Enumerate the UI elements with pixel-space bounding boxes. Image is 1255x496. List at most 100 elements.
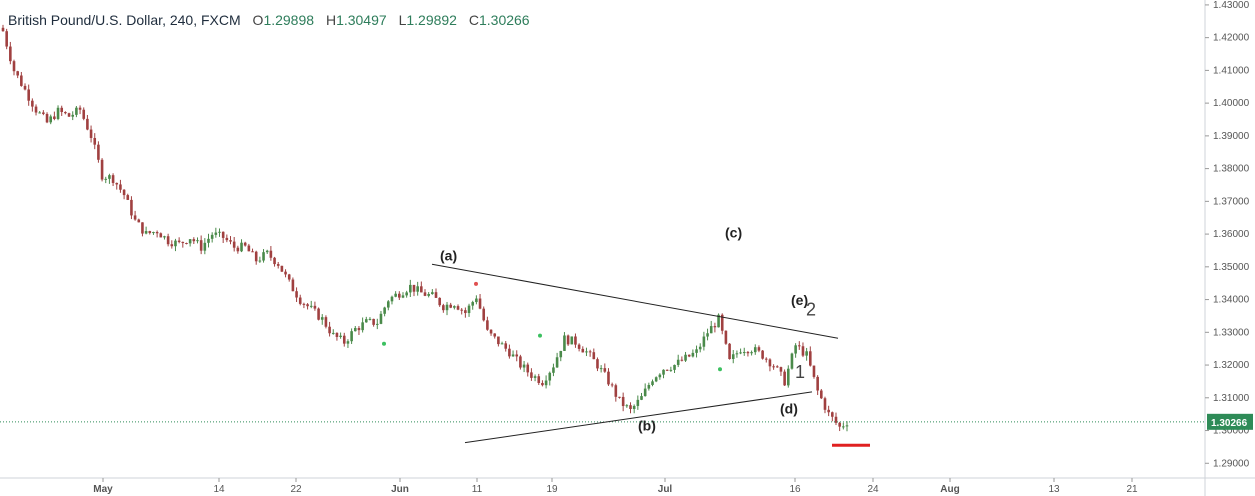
candle-body [295, 291, 298, 298]
candle-body [431, 292, 434, 295]
candle-body [163, 236, 166, 238]
candle-body [309, 305, 313, 307]
candle-body [45, 113, 49, 123]
low-label: L [398, 12, 407, 28]
x-tick-label: 11 [472, 484, 483, 495]
wave-label-b: (b) [638, 418, 656, 434]
candle-body [236, 247, 240, 252]
candle-body [23, 85, 27, 90]
x-tick-label: 21 [1126, 484, 1138, 495]
candle-body [350, 331, 353, 342]
candle-body [122, 189, 126, 196]
candle-body [353, 328, 357, 332]
candle-body [170, 244, 174, 247]
candle-body [108, 175, 111, 179]
candle-body [56, 107, 60, 119]
candle-body [636, 399, 640, 406]
candle-body [508, 348, 511, 357]
candle-body [9, 46, 12, 62]
candle-body [247, 245, 251, 252]
candle-body [519, 356, 522, 368]
candle-body [390, 296, 394, 302]
candle-body [445, 304, 449, 311]
y-tick-label: 1.41000 [1213, 65, 1250, 76]
candle-body [779, 367, 783, 372]
candle-body [548, 372, 552, 381]
candle-body [416, 286, 419, 292]
candle-body [541, 382, 544, 386]
candle-body [728, 343, 731, 360]
candle-body [442, 305, 445, 311]
candle-body [375, 323, 379, 325]
candle-body [581, 348, 585, 353]
signal-dot [382, 341, 386, 346]
upper-trendline [431, 263, 839, 339]
lower-trendline [464, 391, 813, 444]
candle-body [111, 175, 115, 183]
candle-body [97, 144, 100, 160]
candle-body [60, 107, 64, 113]
candle-body [93, 137, 97, 145]
candle-body [651, 381, 654, 385]
x-tick-label: May [93, 484, 113, 495]
y-tick-label: 1.38000 [1213, 164, 1250, 175]
candle-body [801, 346, 805, 356]
candle-body [467, 305, 471, 314]
signal-dot [538, 333, 542, 338]
x-tick-label: 19 [546, 484, 558, 495]
close-label: C [468, 12, 479, 28]
candle-body [119, 184, 122, 190]
candle-body [640, 396, 643, 400]
candle-body [423, 292, 427, 296]
candle-body [739, 352, 742, 354]
candle-body [361, 322, 364, 331]
wave-label-a: (a) [440, 247, 457, 263]
close-value: 1.30266 [478, 12, 530, 28]
candle-body [276, 264, 280, 266]
candle-body [493, 333, 497, 337]
y-tick-label: 1.39000 [1213, 131, 1250, 142]
current-price-label: 1.30266 [1211, 418, 1248, 429]
x-tick-label: Jun [391, 484, 409, 495]
candle-body [783, 371, 786, 386]
candle-body [665, 369, 669, 371]
candle-body [449, 304, 452, 308]
candle-body [750, 352, 753, 354]
candle-body [225, 237, 229, 241]
y-tick-label: 1.29000 [1213, 458, 1250, 469]
candle-body [177, 240, 181, 242]
candle-body [298, 297, 302, 304]
candle-body [130, 199, 133, 216]
candle-body [515, 354, 519, 357]
candle-body [82, 109, 86, 119]
current-price-tag [1207, 413, 1253, 430]
candle-body [346, 341, 350, 344]
candle-body [38, 112, 41, 114]
candle-body [394, 293, 397, 297]
candle-body [20, 75, 23, 86]
candle-body [786, 368, 790, 386]
candle-body [258, 260, 262, 262]
candle-body [317, 308, 320, 320]
candle-body [823, 398, 827, 410]
candle-body [196, 240, 199, 242]
candle-body [761, 350, 764, 359]
candle-body [794, 345, 797, 354]
candle-body [709, 326, 713, 334]
candle-body [86, 118, 89, 130]
candle-body [552, 367, 555, 373]
candle-body [629, 405, 632, 410]
candle-body [420, 286, 423, 293]
candle-body [607, 371, 610, 385]
candle-body [695, 349, 698, 353]
candle-body [185, 243, 188, 245]
candle-body [691, 352, 695, 357]
candle-body [486, 320, 489, 330]
wave-label-2: 2 [806, 299, 816, 319]
candle-body [34, 106, 38, 113]
candle-body [133, 215, 137, 220]
candle-body [16, 71, 19, 76]
candle-body [816, 376, 819, 391]
